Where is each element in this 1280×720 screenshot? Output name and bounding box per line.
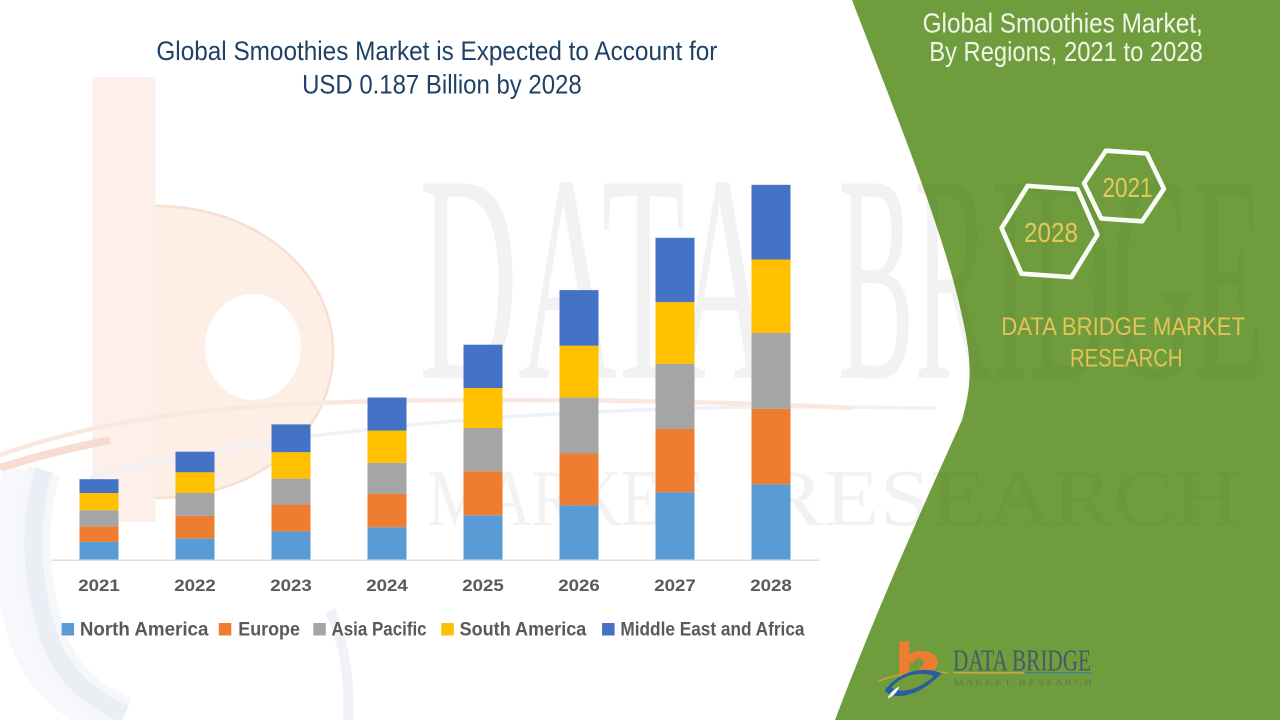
- svg-text:RESEARCH: RESEARCH: [1070, 344, 1183, 372]
- svg-text:Middle East and Africa: Middle East and Africa: [620, 620, 804, 641]
- svg-text:M A R K E T R E S E A R C H: M A R K E T R E S E A R C H: [954, 678, 1092, 687]
- svg-text:USD 0.187 Billion by 2028: USD 0.187 Billion by 2028: [302, 69, 582, 99]
- svg-text:2024: 2024: [366, 576, 408, 595]
- svg-text:2022: 2022: [174, 576, 216, 595]
- svg-text:Global Smoothies Market,: Global Smoothies Market,: [923, 8, 1203, 39]
- svg-text:Europe: Europe: [238, 620, 300, 641]
- svg-text:Asia Pacific: Asia Pacific: [332, 620, 427, 641]
- svg-text:DATA BRIDGE MARKET: DATA BRIDGE MARKET: [1001, 313, 1245, 341]
- svg-text:2021: 2021: [1103, 172, 1153, 203]
- svg-text:South America: South America: [460, 620, 587, 641]
- svg-text:2025: 2025: [462, 576, 504, 595]
- svg-text:2028: 2028: [1024, 217, 1078, 248]
- svg-text:2023: 2023: [270, 576, 312, 595]
- svg-text:2026: 2026: [558, 576, 600, 595]
- svg-text:By Regions, 2021 to 2028: By Regions, 2021 to 2028: [929, 36, 1203, 67]
- svg-text:DATA BRIDGE: DATA BRIDGE: [953, 643, 1091, 678]
- svg-text:2028: 2028: [750, 576, 792, 595]
- svg-text:Global Smoothies Market is Exp: Global Smoothies Market is Expected to A…: [156, 36, 717, 66]
- svg-text:North America: North America: [80, 620, 209, 641]
- svg-text:2021: 2021: [78, 576, 120, 595]
- svg-text:2027: 2027: [654, 576, 696, 595]
